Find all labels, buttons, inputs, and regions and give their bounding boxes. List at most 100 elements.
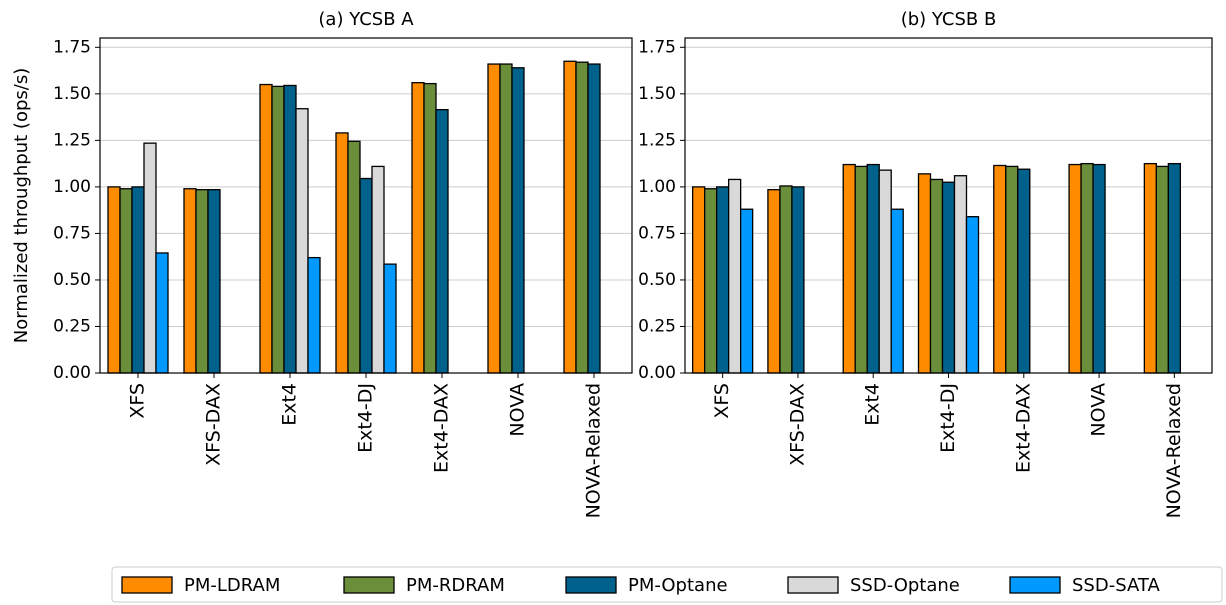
legend-swatch [787,576,839,594]
x-tick-label: XFS [711,383,733,419]
legend-label: PM-LDRAM [184,575,280,596]
bar [359,177,373,374]
x-tick-label: XFS-DAX [786,383,808,466]
y-tick-label: 1.50 [638,84,676,104]
bar [511,67,525,374]
bar [691,186,706,374]
x-tick-label: NOVA-Relaxed [1163,383,1185,518]
bar [715,186,730,374]
bar [1167,162,1182,374]
bar [347,140,361,374]
bar [1005,165,1019,374]
bar [283,84,297,374]
legend-swatch [565,576,617,594]
y-tick-label: 0.25 [53,316,91,336]
y-tick-label: 0.50 [638,270,676,290]
bar [917,173,932,374]
bar [207,189,221,374]
bar [119,188,133,374]
bar [739,208,754,374]
y-tick-label: 1.75 [53,37,91,57]
bar [195,189,209,374]
bar [587,63,601,374]
y-tick-label: 1.00 [53,177,91,197]
y-tick-label: 0.75 [638,223,676,243]
bar [383,263,397,374]
plot-frame [684,37,1213,374]
bar [1068,163,1082,374]
y-tick-label: 1.25 [638,130,676,150]
legend-label: SSD-SATA [1072,575,1160,596]
bar [411,82,425,374]
bar [295,108,309,374]
y-tick-label: 0.50 [53,270,91,290]
bar [131,186,145,374]
x-tick-label: Ext4-DJ [937,383,959,453]
bar [993,164,1007,374]
bar [953,175,968,374]
bar [259,83,273,374]
plot-frame [99,37,633,374]
bar [563,60,577,374]
bar [499,63,513,374]
y-tick-label: 0.00 [638,363,676,383]
bar [727,178,742,374]
bar [487,63,501,374]
bar [1092,163,1106,374]
legend-swatch [1009,576,1061,594]
bar [183,188,197,374]
bar [866,163,880,374]
y-tick-label: 0.75 [53,223,91,243]
y-tick-label: 1.00 [638,177,676,197]
bar [107,186,121,374]
bar [335,132,349,374]
bar [1080,162,1094,374]
x-tick-label: Ext4 [862,383,884,426]
bar [1155,165,1170,374]
bar [941,181,956,374]
bar [703,188,718,374]
x-tick-label: Ext4-DJ [355,383,377,453]
x-tick-label: Ext4-DAX [1012,383,1034,473]
y-tick-label: 0.25 [638,316,676,336]
bar [435,109,449,374]
bar [791,186,805,374]
x-tick-label: NOVA-Relaxed [583,383,605,518]
y-axis-label: Normalized throughput (ops/s) [11,68,32,343]
bar [890,208,904,374]
bar [575,61,589,374]
bar [307,256,321,374]
x-tick-label: XFS [127,383,149,419]
y-tick-label: 1.25 [53,130,91,150]
bar [271,85,285,374]
bar [1143,162,1158,374]
x-tick-label: Ext4 [279,383,301,426]
legend-label: SSD-Optane [850,575,960,596]
subplot-title: (b) YCSB B [901,9,997,30]
y-tick-label: 1.75 [638,37,676,57]
bar [1017,168,1031,374]
bar [929,178,944,374]
x-tick-label: XFS-DAX [203,383,225,466]
bar [842,163,856,374]
bar [155,252,169,374]
legend-label: PM-RDRAM [406,575,505,596]
bar [423,82,437,374]
x-tick-label: Ext4-DAX [431,383,453,473]
bar [854,165,868,374]
legend-swatch [343,576,395,594]
bar [965,216,980,374]
x-tick-label: NOVA [1088,383,1110,437]
y-tick-label: 1.50 [53,84,91,104]
bar [767,189,781,374]
y-tick-label: 0.00 [53,363,91,383]
bar [371,165,385,374]
bar [779,185,793,374]
legend-swatch [121,576,173,594]
subplot-title: (a) YCSB A [318,9,414,30]
x-tick-label: NOVA [507,383,529,437]
bar [878,169,892,374]
bar [143,142,157,374]
legend-label: PM-Optane [628,575,728,596]
